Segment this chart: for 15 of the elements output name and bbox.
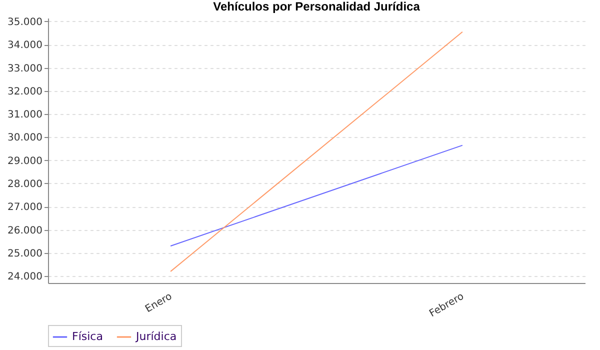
y-tick-label: 29.000 <box>8 156 42 167</box>
y-tick-label: 35.000 <box>8 16 42 28</box>
y-tick-label: 34.000 <box>8 40 42 52</box>
chart-title: Vehículos por Personalidad Jurídica <box>213 0 420 14</box>
legend-label: Física <box>72 330 103 343</box>
y-tick-label: 30.000 <box>8 132 42 144</box>
y-tick-label: 33.000 <box>8 63 42 74</box>
y-tick-label: 24.000 <box>8 272 42 283</box>
y-tick-label: 25.000 <box>8 248 42 260</box>
y-tick-label: 32.000 <box>8 86 42 98</box>
y-tick-label: 27.000 <box>8 202 42 214</box>
y-tick-label: 31.000 <box>8 110 42 121</box>
y-tick-label: 28.000 <box>8 178 42 190</box>
legend-label: Jurídica <box>135 330 177 343</box>
y-tick-label: 26.000 <box>8 225 42 236</box>
